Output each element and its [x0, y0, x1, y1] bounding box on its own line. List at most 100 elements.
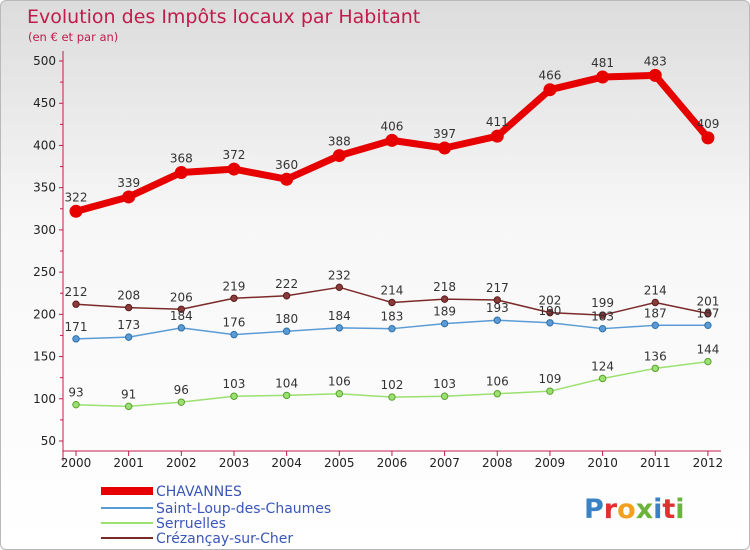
data-label-3: 214 — [644, 284, 667, 298]
data-point-3 — [651, 298, 659, 307]
data-label-1: 189 — [433, 305, 456, 319]
y-tick-label: 100 — [33, 392, 56, 406]
data-label-1: 176 — [223, 316, 246, 330]
proxiti-logo: Proxiti — [584, 494, 685, 525]
x-tick-label: 2006 — [377, 456, 408, 470]
data-label-0: 397 — [433, 127, 456, 141]
data-point-1 — [440, 319, 449, 328]
y-tick-label: 150 — [33, 350, 56, 364]
data-point-2 — [124, 402, 133, 411]
data-label-2: 103 — [433, 377, 456, 391]
data-label-3: 218 — [433, 280, 456, 294]
data-label-3: 199 — [591, 296, 614, 310]
x-tick-label: 2010 — [587, 456, 618, 470]
data-label-1: 193 — [486, 301, 509, 315]
legend: CHAVANNESSaint-Loup-des-ChaumesSerruelle… — [101, 484, 331, 547]
logo-text: Proxiti — [584, 494, 685, 525]
data-label-3: 232 — [328, 268, 351, 282]
data-point-0 — [332, 149, 346, 163]
data-point-0 — [122, 190, 136, 204]
data-label-1: 187 — [696, 306, 719, 320]
data-label-2: 106 — [486, 375, 509, 389]
chart-subtitle: (en € et par an) — [28, 30, 118, 44]
data-point-1 — [493, 316, 501, 324]
data-point-0 — [69, 204, 83, 218]
x-tick-label: 2007 — [429, 456, 460, 470]
x-tick-label: 2003 — [219, 456, 250, 470]
data-point-2 — [546, 387, 554, 395]
data-point-3 — [72, 300, 80, 308]
x-tick-label: 2005 — [324, 456, 355, 470]
data-point-3 — [493, 296, 501, 304]
data-label-3: 206 — [170, 290, 193, 304]
legend-label-1: Saint-Loup-des-Chaumes — [156, 501, 331, 517]
data-point-0 — [385, 133, 399, 147]
data-point-0 — [280, 172, 294, 186]
data-label-1: 180 — [275, 312, 298, 326]
data-point-3 — [388, 298, 396, 307]
data-point-0 — [648, 68, 662, 82]
y-tick-label: 400 — [33, 138, 56, 152]
data-label-3: 212 — [65, 285, 88, 299]
data-label-1: 183 — [591, 310, 614, 324]
x-tick-label: 2009 — [535, 456, 566, 470]
data-label-3: 202 — [538, 294, 561, 308]
data-label-0: 388 — [328, 135, 351, 149]
data-label-0: 360 — [275, 158, 298, 172]
data-label-1: 171 — [65, 320, 88, 334]
data-point-2 — [388, 393, 396, 401]
data-point-3 — [177, 305, 186, 313]
x-tick-label: 2011 — [640, 456, 671, 470]
y-tick-label: 250 — [33, 265, 56, 279]
data-point-1 — [546, 319, 554, 327]
legend-label-2: Serruelles — [156, 516, 226, 532]
data-point-2 — [335, 390, 343, 398]
data-label-3: 222 — [275, 277, 298, 291]
data-point-0 — [701, 131, 715, 145]
y-tick-label: 350 — [33, 181, 56, 195]
data-point-1 — [72, 335, 80, 343]
data-point-2 — [704, 357, 712, 366]
x-tick-label: 2008 — [482, 456, 513, 470]
data-point-2 — [651, 364, 659, 373]
data-label-2: 144 — [696, 343, 719, 357]
data-point-1 — [282, 327, 291, 335]
data-point-1 — [230, 330, 238, 339]
x-tick-label: 2004 — [271, 456, 302, 470]
data-label-3: 214 — [381, 284, 404, 298]
data-label-3: 219 — [223, 279, 246, 293]
data-point-2 — [282, 391, 291, 400]
data-labels: 322 339 368 372 360 388 406 397 411 466 481 483 409 1… — [65, 54, 720, 401]
data-label-2: 103 — [223, 377, 246, 391]
data-point-3 — [124, 303, 133, 312]
data-label-0: 411 — [486, 115, 509, 129]
data-point-0 — [227, 162, 241, 176]
data-point-1 — [335, 324, 343, 332]
data-label-3: 208 — [117, 289, 140, 303]
data-point-0 — [543, 83, 557, 97]
x-tick-label: 2000 — [61, 456, 92, 470]
data-label-0: 372 — [223, 148, 246, 162]
data-label-3: 217 — [486, 281, 509, 295]
x-tick-label: 2012 — [693, 456, 724, 470]
data-label-2: 104 — [275, 376, 298, 390]
axes: 50 100 150 200 250 300 350 400 450 500 2000 2001 200… — [33, 51, 723, 470]
series-lines — [69, 68, 715, 411]
data-point-3 — [704, 309, 712, 318]
data-label-3: 201 — [696, 294, 719, 308]
data-point-1 — [177, 324, 186, 332]
data-point-3 — [546, 308, 554, 317]
data-label-2: 93 — [68, 386, 83, 400]
data-label-1: 173 — [117, 318, 140, 332]
data-label-1: 190 — [538, 304, 561, 318]
chart-title: Evolution des Impôts locaux par Habitant — [27, 6, 420, 28]
data-point-0 — [596, 70, 610, 84]
data-point-2 — [230, 392, 238, 400]
data-label-0: 339 — [117, 176, 140, 190]
legend-label-0: CHAVANNES — [156, 484, 242, 500]
data-point-3 — [440, 295, 449, 303]
data-label-0: 466 — [538, 69, 561, 83]
data-label-0: 409 — [696, 117, 719, 131]
